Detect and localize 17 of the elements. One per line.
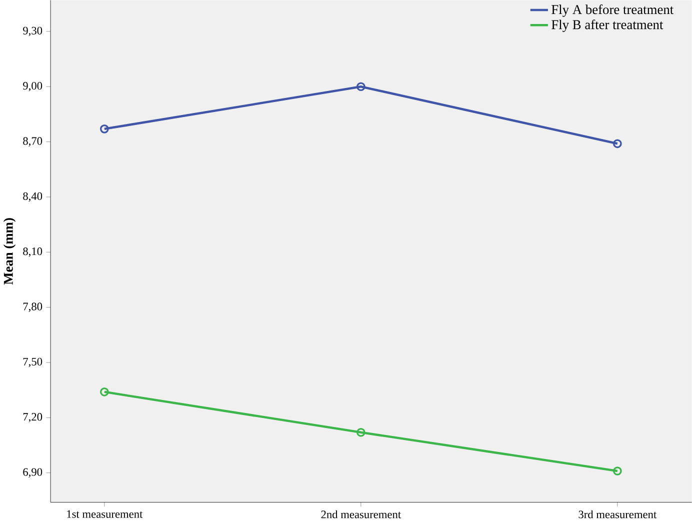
y-tick-label: 9,00 <box>23 82 42 92</box>
y-tick-label: 7,20 <box>23 413 42 422</box>
y-tick-label: 9,30 <box>23 26 42 36</box>
y-tick-label: 7,80 <box>23 302 42 312</box>
y-tick-label: 7,50 <box>23 358 42 368</box>
x-tick-label: 1st measurement <box>67 510 143 518</box>
legend-label: Fly B after treatment <box>552 20 664 32</box>
y-tick-label: 6,90 <box>23 468 42 478</box>
y-tick-label: 8,70 <box>23 137 42 147</box>
y-tick-label: 8,10 <box>23 248 42 257</box>
y-tick-label: 8,40 <box>23 192 42 202</box>
point <box>356 428 366 437</box>
point <box>356 82 366 92</box>
x-tick-label: 3rd measurement <box>578 510 657 518</box>
legend-label: Fly A before treatment <box>552 4 674 17</box>
y-axis-title: Mean (mm) <box>3 218 16 285</box>
x-tick-label: 2nd measurement <box>321 510 402 518</box>
